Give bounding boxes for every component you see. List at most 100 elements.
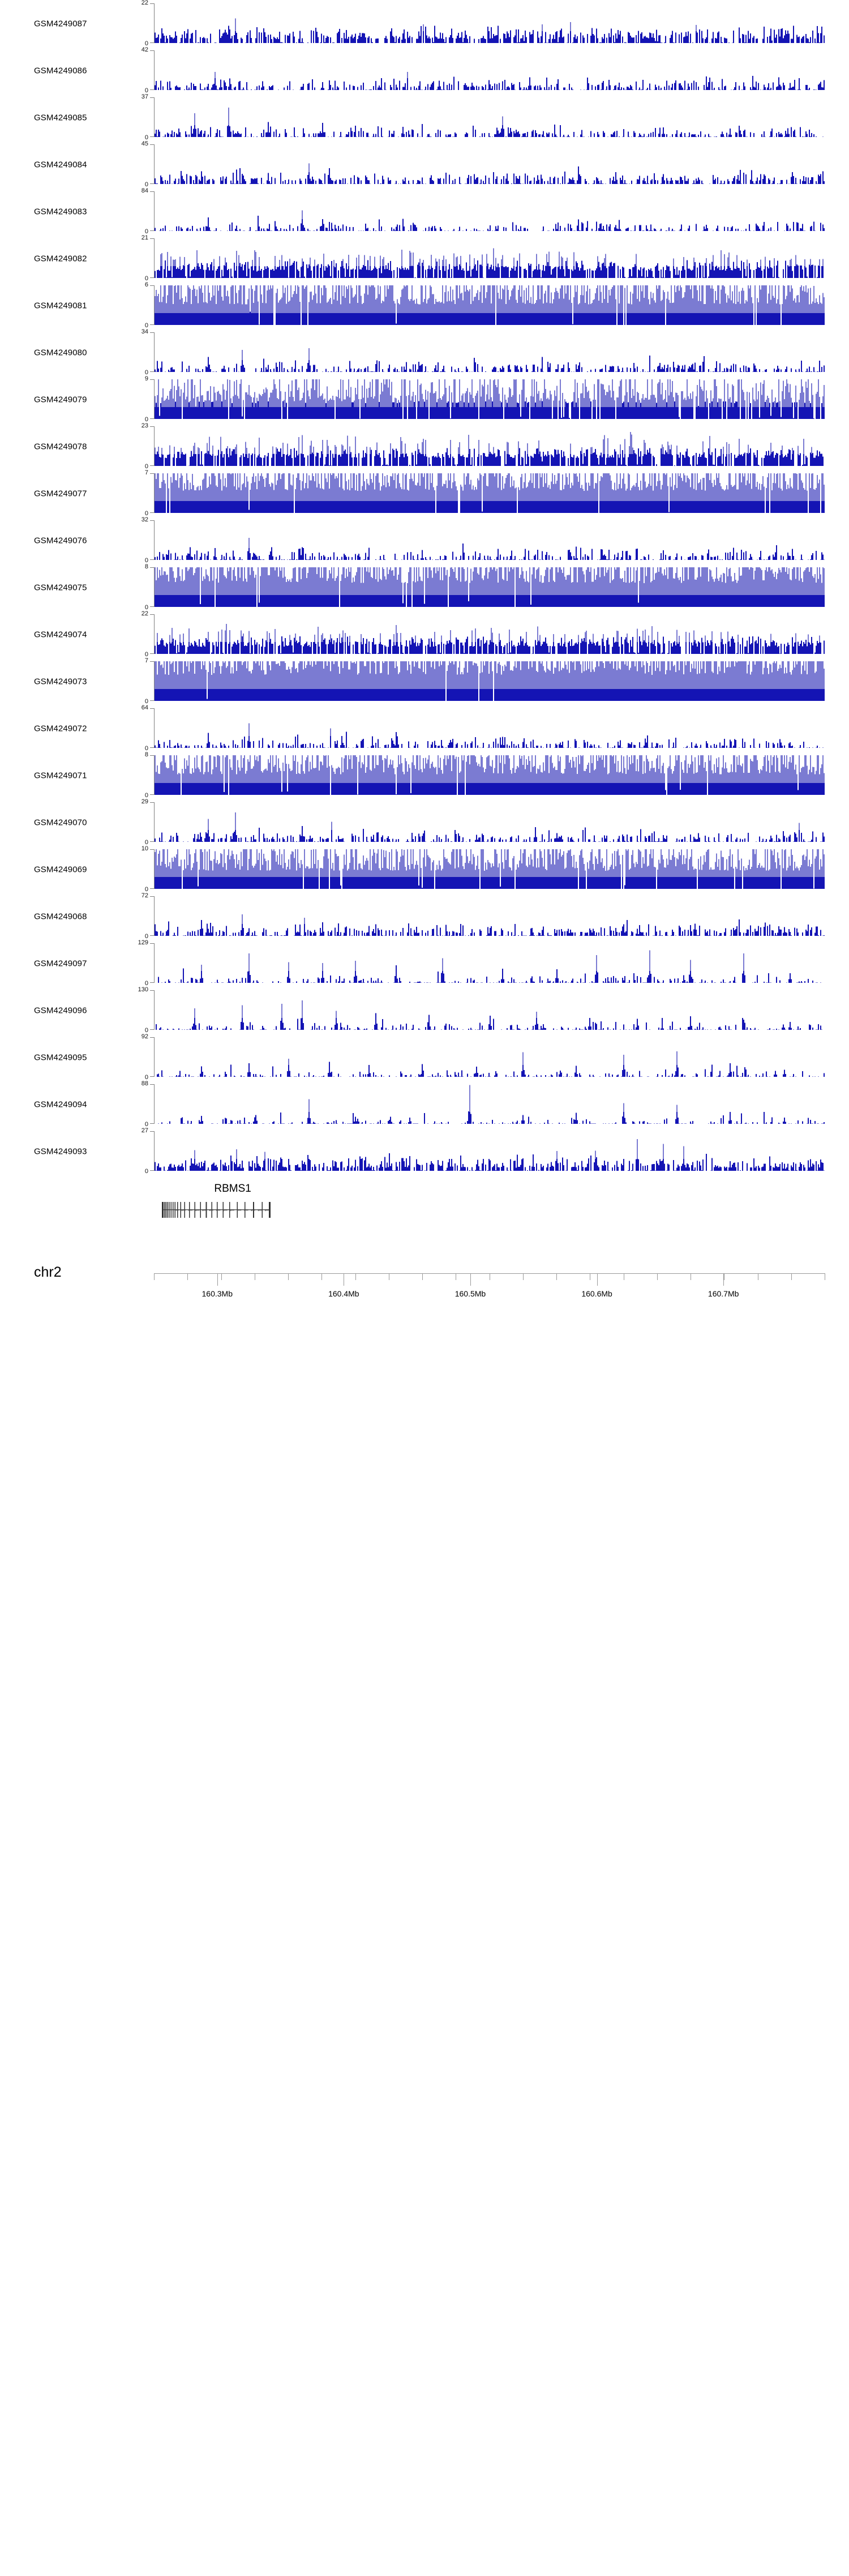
- coverage-track-row[interactable]: GSM4249086 42 0: [0, 46, 849, 94]
- track-plot[interactable]: 27 0: [142, 1127, 825, 1175]
- coverage-track-row[interactable]: GSM4249071 8 0: [0, 751, 849, 799]
- coverage-tracks-container: GSM4249087 22 0 GSM4249086 42 0 GSM4249085 37 0 G…: [0, 0, 849, 1175]
- track-y-axis: [154, 567, 155, 607]
- coverage-track-row[interactable]: GSM4249084 45 0: [0, 140, 849, 188]
- coverage-track-row[interactable]: GSM4249083 84 0: [0, 187, 849, 235]
- track-plot[interactable]: 129 0: [138, 939, 825, 987]
- y-axis-tick-max: [150, 755, 155, 756]
- coverage-track-row[interactable]: GSM4249087 22 0: [0, 0, 849, 47]
- track-plot[interactable]: 42 0: [142, 46, 825, 94]
- track-plot[interactable]: 22 0: [142, 0, 825, 47]
- coverage-signal: [155, 50, 825, 90]
- coverage-track-row[interactable]: GSM4249093 27 0: [0, 1127, 849, 1175]
- y-axis-tick-max: [150, 614, 155, 615]
- track-plot[interactable]: 37 0: [142, 93, 825, 141]
- track-plot[interactable]: 88 0: [142, 1080, 825, 1128]
- track-plot[interactable]: 92 0: [142, 1033, 825, 1081]
- y-axis-tick-min: [150, 465, 155, 466]
- gene-model-rbms1[interactable]: ← ← ← ← ← ← ← ← ← ← ← ← ← ←: [162, 1201, 271, 1220]
- y-axis-min-label: 0: [144, 416, 148, 423]
- axis-minor-tick: [657, 1273, 658, 1280]
- coverage-signal: [155, 755, 825, 795]
- y-axis-max-label: 10: [141, 845, 148, 852]
- track-y-axis: [154, 849, 155, 889]
- coverage-signal: [155, 802, 825, 842]
- track-plot[interactable]: 130 0: [138, 986, 825, 1034]
- y-axis-tick-min: [150, 136, 155, 137]
- y-axis-max-label: 84: [141, 187, 148, 194]
- track-plot[interactable]: 29 0: [142, 798, 825, 846]
- coverage-track-row[interactable]: GSM4249078 23 0: [0, 422, 849, 470]
- y-axis-min-label: 0: [144, 1168, 148, 1175]
- track-plot[interactable]: 72 0: [142, 892, 825, 940]
- coverage-track-row[interactable]: GSM4249074 22 0: [0, 610, 849, 658]
- coverage-track-row[interactable]: GSM4249095 92 0: [0, 1033, 849, 1081]
- y-axis-tick-min: [150, 794, 155, 795]
- coverage-track-row[interactable]: GSM4249070 29 0: [0, 798, 849, 846]
- coverage-track-row[interactable]: GSM4249069 10 0: [0, 845, 849, 893]
- track-plot[interactable]: 10 0: [142, 845, 825, 893]
- y-axis-min-label: 0: [144, 933, 148, 940]
- track-y-axis: [154, 614, 155, 654]
- gene-annotation-track[interactable]: RBMS1 ← ← ← ← ← ← ← ← ← ← ← ← ← ←: [0, 1175, 849, 1254]
- y-axis-tick-min: [150, 1076, 155, 1077]
- coverage-track-row[interactable]: GSM4249068 72 0: [0, 892, 849, 940]
- y-axis-tick-max: [150, 50, 155, 51]
- track-plot[interactable]: 23 0: [142, 422, 825, 470]
- y-axis-min-label: 0: [144, 651, 148, 658]
- track-sample-label: GSM4249072: [34, 724, 87, 733]
- y-axis-tick-max: [150, 97, 155, 98]
- coverage-track-row[interactable]: GSM4249076 32 0: [0, 516, 849, 564]
- y-axis-max-label: 6: [144, 281, 148, 288]
- coverage-track-row[interactable]: GSM4249077 7 0: [0, 469, 849, 517]
- track-plot[interactable]: 22 0: [142, 610, 825, 658]
- track-sample-label: GSM4249080: [34, 348, 87, 357]
- y-axis-min-label: 0: [144, 698, 148, 705]
- track-sample-label: GSM4249071: [34, 771, 87, 780]
- coverage-track-row[interactable]: GSM4249073 7 0: [0, 657, 849, 705]
- track-plot[interactable]: 32 0: [142, 516, 825, 564]
- y-axis-tick-max: [150, 943, 155, 944]
- coverage-signal: [155, 238, 825, 278]
- y-axis-tick-max: [150, 708, 155, 709]
- coverage-track-row[interactable]: GSM4249080 34 0: [0, 328, 849, 376]
- coverage-track-row[interactable]: GSM4249096 130 0: [0, 986, 849, 1034]
- y-axis-max-label: 92: [141, 1033, 148, 1040]
- track-sample-label: GSM4249070: [34, 818, 87, 827]
- coverage-track-row[interactable]: GSM4249097 129 0: [0, 939, 849, 987]
- y-axis-min-label: 0: [144, 745, 148, 752]
- track-plot[interactable]: 45 0: [142, 140, 825, 188]
- track-plot[interactable]: 84 0: [142, 187, 825, 235]
- y-axis-tick-min: [150, 606, 155, 607]
- axis-tick-label: 160.7Mb: [707, 1289, 739, 1298]
- track-plot[interactable]: 34 0: [142, 328, 825, 376]
- track-sample-label: GSM4249081: [34, 301, 87, 310]
- y-axis-tick-min: [150, 277, 155, 278]
- axis-minor-tick: [187, 1273, 188, 1280]
- track-plot[interactable]: 21 0: [142, 234, 825, 282]
- coverage-track-row[interactable]: GSM4249072 64 0: [0, 704, 849, 752]
- y-axis-max-label: 34: [141, 328, 148, 335]
- coverage-signal: [155, 1131, 825, 1171]
- track-y-axis: [154, 144, 155, 184]
- y-axis-tick-min: [150, 653, 155, 654]
- coverage-track-row[interactable]: GSM4249081 6 0: [0, 281, 849, 329]
- y-axis-max-label: 129: [138, 939, 148, 946]
- coverage-track-row[interactable]: GSM4249075 8 0: [0, 563, 849, 611]
- coverage-track-row[interactable]: GSM4249082 21 0: [0, 234, 849, 282]
- track-y-axis: [154, 708, 155, 748]
- y-axis-tick-max: [150, 191, 155, 192]
- coverage-signal: [155, 567, 825, 607]
- coverage-track-row[interactable]: GSM4249094 88 0: [0, 1080, 849, 1128]
- coverage-track-row[interactable]: GSM4249085 37 0: [0, 93, 849, 141]
- coverage-signal: [155, 379, 825, 419]
- coverage-track-row[interactable]: GSM4249079 9 0: [0, 375, 849, 423]
- y-axis-min-label: 0: [144, 369, 148, 376]
- track-plot[interactable]: 64 0: [142, 704, 825, 752]
